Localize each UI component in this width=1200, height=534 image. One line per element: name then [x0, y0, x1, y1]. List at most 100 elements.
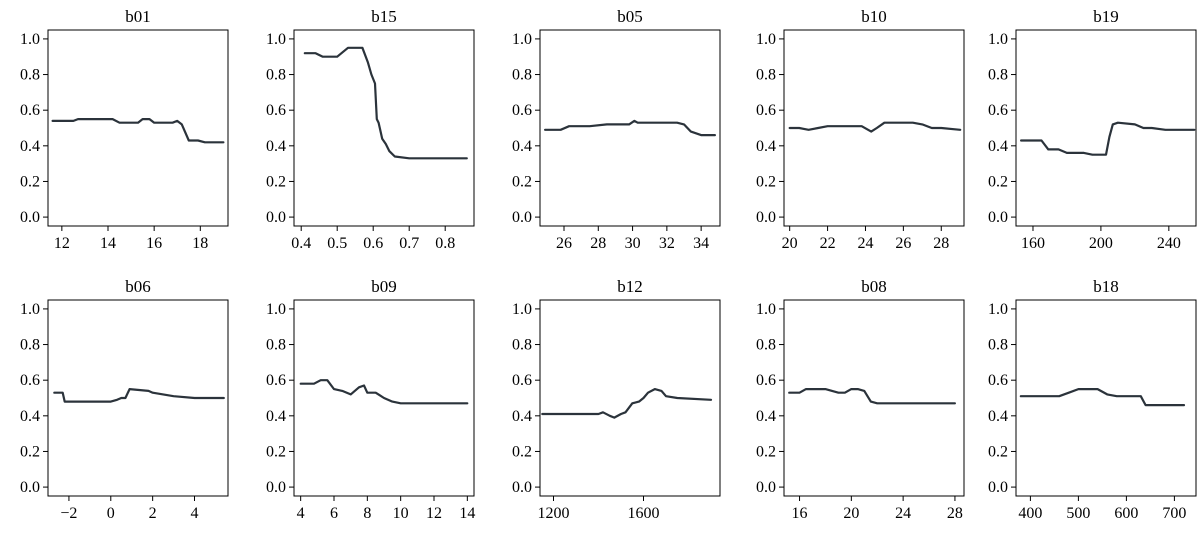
y-tick-label: 0.4 — [20, 138, 40, 155]
dependence-line-b10 — [788, 121, 962, 133]
y-tick-label: 0.8 — [266, 337, 286, 354]
x-tick-label: −2 — [60, 505, 77, 522]
x-tick-label: 28 — [590, 235, 606, 252]
y-tick-label: 0.4 — [756, 138, 776, 155]
plot-frame — [783, 299, 965, 497]
y-tick-label: 0.8 — [756, 337, 776, 354]
x-tick-label: 0.5 — [327, 235, 347, 252]
x-tick-label: 0.7 — [399, 235, 419, 252]
y-tick-label: 0.0 — [20, 479, 40, 496]
y-tick-label: 0.0 — [512, 209, 532, 226]
y-tick-label: 1.0 — [512, 301, 532, 318]
dependence-line-b19 — [1019, 121, 1196, 156]
x-tick-label: 700 — [1162, 505, 1186, 522]
x-tick-label: 4 — [297, 505, 305, 522]
y-tick-label: 1.0 — [266, 301, 286, 318]
x-tick-label: 0.4 — [291, 235, 311, 252]
x-tick-label: 12 — [54, 235, 70, 252]
dependence-line-b12 — [541, 387, 713, 419]
y-tick-label: 0.8 — [512, 67, 532, 84]
y-tick-label: 0.0 — [20, 209, 40, 226]
x-tick-label: 32 — [659, 235, 675, 252]
dependence-line-b15 — [303, 46, 468, 160]
x-tick-label: 0 — [107, 505, 115, 522]
y-tick-label: 0.2 — [20, 173, 40, 190]
x-tick-label: 28 — [947, 505, 963, 522]
chart-panel-b18: b18 0.0 0.2 0.4 0.6 0.8 1.0 400 500 600 700 — [988, 277, 1197, 522]
y-tick-label: 0.2 — [512, 173, 532, 190]
y-tick-label: 0.6 — [756, 102, 776, 119]
dependence-line-b08 — [788, 387, 956, 405]
x-tick-label: 26 — [895, 235, 911, 252]
y-tick-label: 1.0 — [20, 301, 40, 318]
y-tick-label: 0.2 — [20, 443, 40, 460]
plot-frame — [783, 29, 965, 227]
y-tick-label: 1.0 — [512, 31, 532, 48]
y-tick-label: 0.8 — [988, 67, 1008, 84]
x-tick-label: 500 — [1066, 505, 1090, 522]
chart-panel-b09: b09 0.0 0.2 0.4 0.6 0.8 1.0 4 6 8 10 12 14 — [266, 277, 475, 522]
plot-frame — [293, 29, 475, 227]
y-tick-label: 1.0 — [756, 301, 776, 318]
y-tick-label: 1.0 — [756, 31, 776, 48]
y-tick-label: 0.6 — [20, 102, 40, 119]
x-tick-label: 14 — [100, 235, 116, 252]
x-tick-label: 16 — [146, 235, 162, 252]
x-tick-label: 20 — [843, 505, 859, 522]
y-tick-label: 0.2 — [988, 443, 1008, 460]
x-tick-label: 2 — [149, 505, 157, 522]
chart-panel-b06: b06 0.0 0.2 0.4 0.6 0.8 1.0 −2 0 2 4 — [20, 277, 229, 522]
x-tick-label: 34 — [693, 235, 709, 252]
chart-title: b09 — [371, 277, 397, 296]
y-tick-label: 1.0 — [266, 31, 286, 48]
y-tick-label: 0.0 — [756, 479, 776, 496]
x-tick-label: 400 — [1018, 505, 1042, 522]
y-tick-label: 0.4 — [266, 138, 286, 155]
chart-panel-b08: b08 0.0 0.2 0.4 0.6 0.8 1.0 16 20 24 28 — [756, 277, 965, 522]
y-tick-label: 0.8 — [756, 67, 776, 84]
x-tick-label: 26 — [556, 235, 572, 252]
x-tick-label: 4 — [191, 505, 199, 522]
x-tick-label: 18 — [192, 235, 208, 252]
y-tick-label: 0.8 — [512, 337, 532, 354]
x-tick-label: 0.6 — [363, 235, 383, 252]
y-tick-label: 0.4 — [512, 408, 532, 425]
chart-title: b08 — [861, 277, 887, 296]
y-tick-label: 0.6 — [988, 372, 1008, 389]
x-tick-label: 20 — [782, 235, 798, 252]
chart-title: b19 — [1093, 7, 1119, 26]
x-tick-label: 6 — [330, 505, 338, 522]
dependence-line-b18 — [1019, 387, 1186, 407]
x-tick-label: 22 — [820, 235, 836, 252]
y-tick-label: 0.2 — [988, 173, 1008, 190]
dependence-line-b06 — [53, 387, 225, 403]
chart-panel-b12: b12 0.0 0.2 0.4 0.6 0.8 1.0 1200 1600 — [512, 277, 721, 522]
y-tick-label: 0.8 — [988, 337, 1008, 354]
chart-panel-b15: b15 0.0 0.2 0.4 0.6 0.8 1.0 0.4 0.5 0.6 0.7 0.8 — [266, 7, 475, 252]
y-tick-label: 0.0 — [988, 209, 1008, 226]
x-tick-label: 1600 — [628, 505, 660, 522]
plot-frame — [1015, 29, 1197, 227]
x-tick-label: 600 — [1114, 505, 1138, 522]
x-tick-label: 24 — [895, 505, 911, 522]
x-tick-label: 14 — [459, 505, 475, 522]
y-tick-label: 0.6 — [988, 102, 1008, 119]
y-tick-label: 0.8 — [20, 337, 40, 354]
y-tick-label: 0.0 — [512, 479, 532, 496]
y-tick-label: 0.6 — [512, 372, 532, 389]
plot-frame — [47, 299, 229, 497]
y-tick-label: 0.4 — [512, 138, 532, 155]
plot-frame — [293, 299, 475, 497]
y-tick-label: 0.6 — [266, 102, 286, 119]
y-tick-label: 0.0 — [266, 479, 286, 496]
y-tick-label: 0.4 — [988, 138, 1008, 155]
y-tick-label: 0.4 — [266, 408, 286, 425]
chart-title: b06 — [125, 277, 151, 296]
y-tick-label: 0.8 — [266, 67, 286, 84]
y-tick-label: 0.0 — [756, 209, 776, 226]
y-tick-label: 0.6 — [266, 372, 286, 389]
dependence-line-b09 — [299, 379, 469, 405]
y-tick-label: 0.6 — [512, 102, 532, 119]
y-tick-label: 1.0 — [20, 31, 40, 48]
